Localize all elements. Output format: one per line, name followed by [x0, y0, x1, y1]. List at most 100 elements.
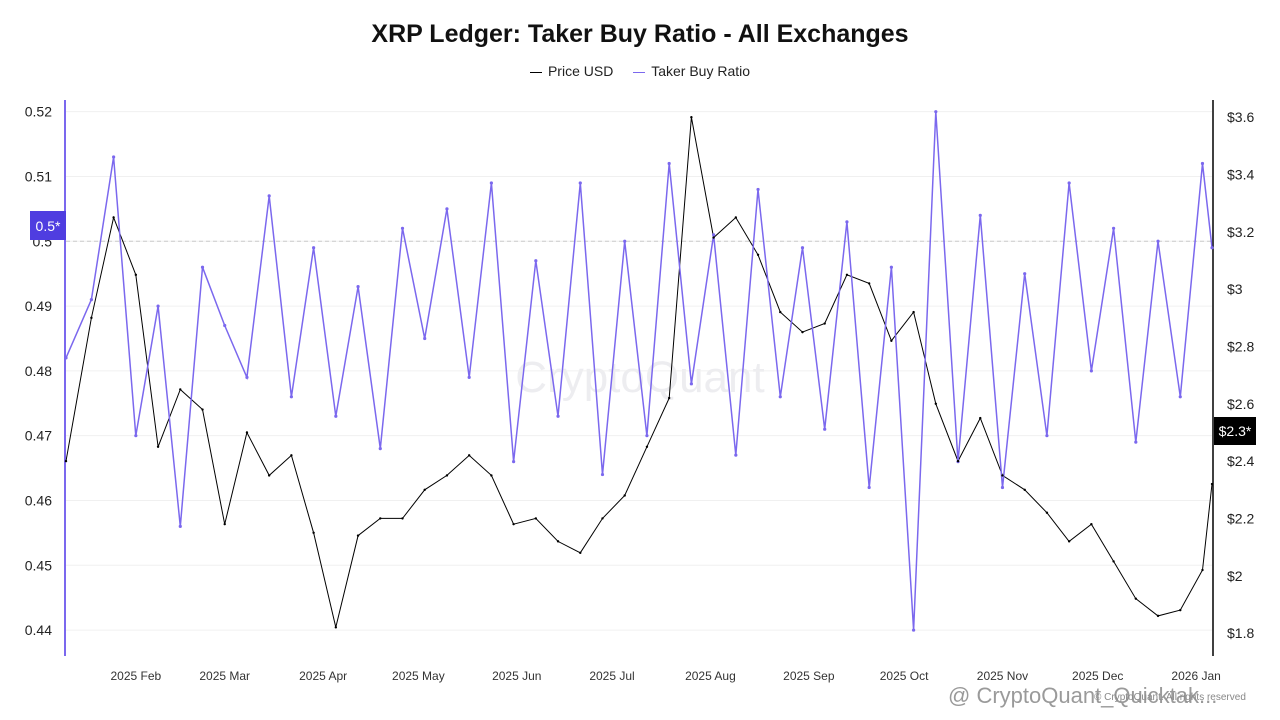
left-badge-bg	[30, 211, 66, 240]
legend-label-ratio: Taker Buy Ratio	[651, 63, 751, 79]
right-tick-label: $2	[1227, 568, 1243, 584]
price-point	[623, 494, 626, 497]
left-badge: 0.5*	[30, 211, 66, 240]
price-point	[934, 402, 938, 405]
ratio-point	[289, 395, 293, 399]
x-tick-label: 2025 Jun	[492, 669, 541, 683]
price-point	[556, 540, 560, 543]
ratio-series-points	[64, 110, 1214, 632]
price-point	[667, 396, 671, 400]
price-point	[690, 115, 693, 119]
right-tick-label: $2.4	[1227, 453, 1254, 469]
x-tick-label: 2025 Apr	[299, 669, 347, 683]
legend-label-price: Price USD	[547, 63, 614, 79]
x-tick-label: 2026 Jan	[1171, 669, 1220, 683]
ratio-point	[778, 395, 782, 399]
left-tick-label: 0.46	[25, 492, 52, 508]
price-point	[1023, 488, 1026, 491]
right-tick-label: $2.2	[1227, 510, 1254, 526]
ratio-point	[1156, 239, 1160, 243]
ratio-point	[64, 356, 68, 360]
x-tick-label: 2025 Feb	[110, 669, 161, 683]
ratio-point	[1067, 181, 1071, 185]
left-tick-label: 0.47	[25, 428, 52, 444]
price-point	[890, 339, 893, 342]
legend-item-price[interactable]: Price USD	[529, 63, 614, 79]
price-point	[267, 474, 271, 477]
ratio-point	[423, 336, 427, 341]
price-point	[379, 517, 382, 520]
right-tick-label: $2.6	[1227, 396, 1254, 412]
ratio-point	[200, 265, 205, 269]
footer-watermark: @ CryptoQuant_Quicktak...	[948, 683, 1218, 708]
ratio-point	[823, 427, 827, 431]
ratio-point	[689, 382, 693, 386]
price-point	[179, 388, 182, 391]
price-point	[579, 551, 582, 555]
ratio-point	[1023, 272, 1027, 276]
price-point	[245, 431, 249, 434]
ratio-point	[267, 194, 271, 198]
ratio-point	[600, 472, 605, 477]
legend-item-ratio[interactable]: Taker Buy Ratio	[633, 63, 750, 79]
ratio-point	[334, 414, 338, 418]
x-tick-label: 2025 Mar	[199, 669, 250, 683]
price-point	[1067, 540, 1071, 543]
ratio-point	[1111, 226, 1116, 230]
price-point	[201, 408, 204, 411]
left-tick-label: 0.44	[25, 622, 52, 638]
right-tick-label: $3.2	[1227, 224, 1254, 240]
x-tick-label: 2025 May	[392, 669, 445, 683]
price-point	[401, 517, 404, 520]
ratio-point	[445, 207, 449, 211]
copyright: © CryptoQuant. All rights reserved	[1094, 692, 1246, 703]
ratio-point	[245, 375, 249, 379]
price-point	[867, 282, 871, 285]
ratio-point	[1089, 369, 1093, 373]
price-point	[712, 236, 715, 239]
left-badge-label: 0.5*	[36, 218, 61, 234]
ratio-point	[178, 524, 182, 528]
price-point	[979, 416, 982, 420]
ratio-point	[934, 110, 938, 114]
ratio-point	[756, 187, 760, 192]
ratio-point	[467, 375, 471, 379]
ratio-point	[911, 628, 916, 632]
right-tick-label: $3.4	[1227, 167, 1254, 183]
price-point	[90, 316, 93, 320]
ratio-point	[667, 161, 671, 166]
ratio-point	[1045, 434, 1049, 438]
right-tick-label: $3	[1227, 281, 1243, 297]
right-tick-label: $1.8	[1227, 625, 1254, 641]
left-tick-label: 0.51	[25, 168, 52, 184]
right-badge-bg	[1214, 417, 1256, 445]
price-point	[1112, 560, 1115, 563]
ratio-point	[400, 226, 405, 230]
price-point	[1045, 511, 1049, 514]
price-point	[801, 330, 804, 334]
ratio-point	[1200, 161, 1205, 166]
ratio-point	[845, 220, 849, 224]
price-point	[134, 273, 138, 277]
ratio-point	[978, 213, 982, 217]
price-point	[312, 531, 315, 534]
price-point	[445, 474, 449, 477]
price-point	[601, 517, 604, 520]
price-point	[290, 454, 293, 457]
ratio-point	[223, 323, 227, 328]
chart-title: XRP Ledger: Taker Buy Ratio - All Exchan…	[371, 20, 909, 48]
price-point	[490, 474, 493, 477]
left-tick-label: 0.45	[25, 557, 52, 573]
ratio-point	[1000, 485, 1005, 490]
ratio-point	[1134, 440, 1138, 444]
ratio-point	[1178, 395, 1182, 399]
ratio-point	[378, 447, 382, 451]
price-point	[734, 216, 738, 219]
right-axis-ticks: $3.6 $3.4 $3.2 $3 $2.8 $2.6 $2.4 $2.2 $2 $1.8	[1227, 109, 1254, 641]
price-point	[512, 522, 515, 526]
price-point	[64, 459, 68, 463]
right-tick-label: $3.6	[1227, 109, 1254, 125]
left-tick-label: 0.49	[25, 298, 52, 314]
ratio-point	[578, 181, 582, 185]
